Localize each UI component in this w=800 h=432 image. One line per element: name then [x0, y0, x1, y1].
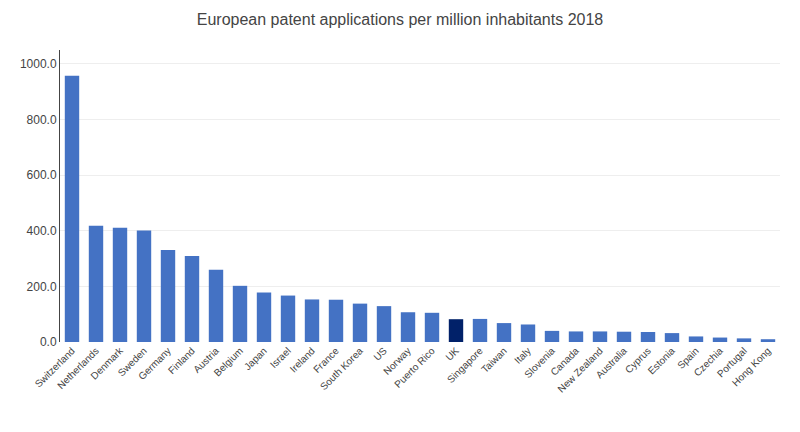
svg-text:Hong Kong: Hong Kong — [730, 345, 773, 388]
svg-text:Netherlands: Netherlands — [55, 345, 101, 391]
svg-text:US: US — [371, 345, 389, 363]
svg-text:France: France — [311, 345, 341, 375]
svg-text:200.0: 200.0 — [27, 280, 57, 294]
svg-text:Taiwan: Taiwan — [479, 345, 509, 375]
svg-text:New Zealand: New Zealand — [556, 345, 605, 394]
svg-text:Estonia: Estonia — [646, 345, 678, 377]
svg-text:Ireland: Ireland — [288, 345, 317, 374]
svg-text:Japan: Japan — [242, 345, 269, 372]
svg-text:1000.0: 1000.0 — [20, 57, 57, 71]
svg-text:Norway: Norway — [381, 345, 413, 377]
svg-text:Austria: Austria — [191, 345, 221, 375]
svg-text:Sweden: Sweden — [116, 345, 149, 378]
svg-text:Italy: Italy — [512, 345, 533, 366]
svg-text:UK: UK — [443, 345, 461, 363]
svg-text:Canada: Canada — [548, 345, 581, 378]
svg-text:Cyprus: Cyprus — [623, 345, 653, 375]
svg-text:Israel: Israel — [268, 345, 293, 370]
svg-text:Finland: Finland — [166, 345, 197, 376]
svg-text:Germany: Germany — [136, 345, 173, 382]
svg-text:Switzerland: Switzerland — [33, 345, 77, 389]
svg-text:Belgium: Belgium — [212, 345, 245, 378]
svg-text:800.0: 800.0 — [27, 113, 57, 127]
svg-text:400.0: 400.0 — [27, 224, 57, 238]
svg-text:Czechia: Czechia — [692, 345, 726, 379]
svg-text:Puerto Rico: Puerto Rico — [392, 345, 437, 390]
svg-text:Denmark: Denmark — [88, 344, 125, 381]
svg-text:Australia: Australia — [594, 345, 630, 381]
svg-text:Slovenia: Slovenia — [522, 345, 557, 380]
svg-text:South Korea: South Korea — [318, 345, 365, 392]
svg-text:0.0: 0.0 — [40, 335, 57, 349]
svg-text:Portugal: Portugal — [715, 345, 749, 379]
svg-text:Singapore: Singapore — [445, 345, 485, 385]
svg-text:European patent applications p: European patent applications per million… — [197, 11, 604, 28]
svg-text:Spain: Spain — [675, 345, 701, 371]
svg-text:600.0: 600.0 — [27, 168, 57, 182]
